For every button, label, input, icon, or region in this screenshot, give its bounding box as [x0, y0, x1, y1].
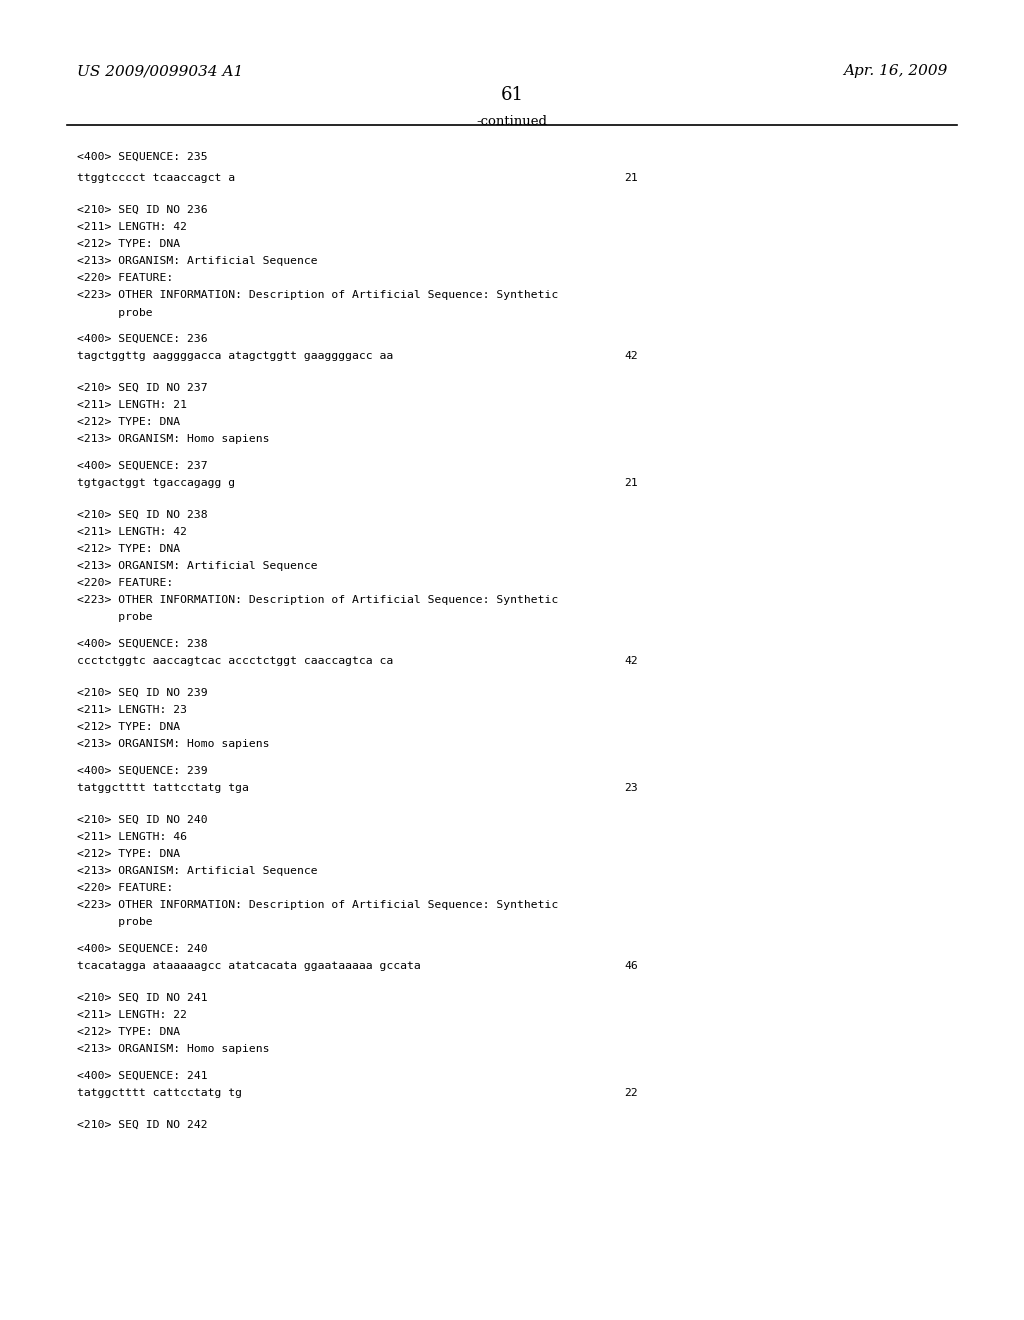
Text: probe: probe: [77, 612, 153, 623]
Text: probe: probe: [77, 308, 153, 318]
Text: <223> OTHER INFORMATION: Description of Artificial Sequence: Synthetic: <223> OTHER INFORMATION: Description of …: [77, 290, 558, 301]
Text: tatggctttt cattcctatg tg: tatggctttt cattcctatg tg: [77, 1088, 242, 1098]
Text: <400> SEQUENCE: 238: <400> SEQUENCE: 238: [77, 639, 208, 649]
Text: -continued: -continued: [476, 115, 548, 128]
Text: <213> ORGANISM: Artificial Sequence: <213> ORGANISM: Artificial Sequence: [77, 561, 317, 572]
Text: <213> ORGANISM: Homo sapiens: <213> ORGANISM: Homo sapiens: [77, 739, 269, 750]
Text: <400> SEQUENCE: 237: <400> SEQUENCE: 237: [77, 461, 208, 471]
Text: probe: probe: [77, 917, 153, 928]
Text: <212> TYPE: DNA: <212> TYPE: DNA: [77, 417, 180, 428]
Text: 22: 22: [625, 1088, 638, 1098]
Text: <213> ORGANISM: Artificial Sequence: <213> ORGANISM: Artificial Sequence: [77, 866, 317, 876]
Text: <212> TYPE: DNA: <212> TYPE: DNA: [77, 849, 180, 859]
Text: <212> TYPE: DNA: <212> TYPE: DNA: [77, 1027, 180, 1038]
Text: <210> SEQ ID NO 236: <210> SEQ ID NO 236: [77, 205, 208, 215]
Text: <210> SEQ ID NO 242: <210> SEQ ID NO 242: [77, 1119, 208, 1130]
Text: ccctctggtc aaccagtcac accctctggt caaccagtca ca: ccctctggtc aaccagtcac accctctggt caaccag…: [77, 656, 393, 667]
Text: <210> SEQ ID NO 240: <210> SEQ ID NO 240: [77, 814, 208, 825]
Text: <211> LENGTH: 42: <211> LENGTH: 42: [77, 222, 186, 232]
Text: <220> FEATURE:: <220> FEATURE:: [77, 883, 173, 894]
Text: <210> SEQ ID NO 237: <210> SEQ ID NO 237: [77, 383, 208, 393]
Text: US 2009/0099034 A1: US 2009/0099034 A1: [77, 63, 243, 78]
Text: tatggctttt tattcctatg tga: tatggctttt tattcctatg tga: [77, 783, 249, 793]
Text: <211> LENGTH: 23: <211> LENGTH: 23: [77, 705, 186, 715]
Text: 21: 21: [625, 478, 638, 488]
Text: 46: 46: [625, 961, 638, 972]
Text: <400> SEQUENCE: 240: <400> SEQUENCE: 240: [77, 944, 208, 954]
Text: <213> ORGANISM: Homo sapiens: <213> ORGANISM: Homo sapiens: [77, 434, 269, 445]
Text: Apr. 16, 2009: Apr. 16, 2009: [843, 63, 947, 78]
Text: <212> TYPE: DNA: <212> TYPE: DNA: [77, 239, 180, 249]
Text: <210> SEQ ID NO 238: <210> SEQ ID NO 238: [77, 510, 208, 520]
Text: tagctggttg aaggggacca atagctggtt gaaggggacc aa: tagctggttg aaggggacca atagctggtt gaagggg…: [77, 351, 393, 362]
Text: <210> SEQ ID NO 241: <210> SEQ ID NO 241: [77, 993, 208, 1003]
Text: <220> FEATURE:: <220> FEATURE:: [77, 273, 173, 284]
Text: 42: 42: [625, 351, 638, 362]
Text: <223> OTHER INFORMATION: Description of Artificial Sequence: Synthetic: <223> OTHER INFORMATION: Description of …: [77, 595, 558, 606]
Text: <211> LENGTH: 46: <211> LENGTH: 46: [77, 832, 186, 842]
Text: tcacatagga ataaaaagcc atatcacata ggaataaaaa gccata: tcacatagga ataaaaagcc atatcacata ggaataa…: [77, 961, 421, 972]
Text: <211> LENGTH: 42: <211> LENGTH: 42: [77, 527, 186, 537]
Text: <220> FEATURE:: <220> FEATURE:: [77, 578, 173, 589]
Text: <212> TYPE: DNA: <212> TYPE: DNA: [77, 722, 180, 733]
Text: ttggtcccct tcaaccagct a: ttggtcccct tcaaccagct a: [77, 173, 234, 183]
Text: <210> SEQ ID NO 239: <210> SEQ ID NO 239: [77, 688, 208, 698]
Text: <211> LENGTH: 22: <211> LENGTH: 22: [77, 1010, 186, 1020]
Text: <211> LENGTH: 21: <211> LENGTH: 21: [77, 400, 186, 411]
Text: <400> SEQUENCE: 235: <400> SEQUENCE: 235: [77, 152, 208, 162]
Text: <213> ORGANISM: Artificial Sequence: <213> ORGANISM: Artificial Sequence: [77, 256, 317, 267]
Text: <400> SEQUENCE: 239: <400> SEQUENCE: 239: [77, 766, 208, 776]
Text: 42: 42: [625, 656, 638, 667]
Text: <223> OTHER INFORMATION: Description of Artificial Sequence: Synthetic: <223> OTHER INFORMATION: Description of …: [77, 900, 558, 911]
Text: <213> ORGANISM: Homo sapiens: <213> ORGANISM: Homo sapiens: [77, 1044, 269, 1055]
Text: tgtgactggt tgaccagagg g: tgtgactggt tgaccagagg g: [77, 478, 234, 488]
Text: <400> SEQUENCE: 236: <400> SEQUENCE: 236: [77, 334, 208, 345]
Text: <212> TYPE: DNA: <212> TYPE: DNA: [77, 544, 180, 554]
Text: 21: 21: [625, 173, 638, 183]
Text: 23: 23: [625, 783, 638, 793]
Text: <400> SEQUENCE: 241: <400> SEQUENCE: 241: [77, 1071, 208, 1081]
Text: 61: 61: [501, 86, 523, 104]
